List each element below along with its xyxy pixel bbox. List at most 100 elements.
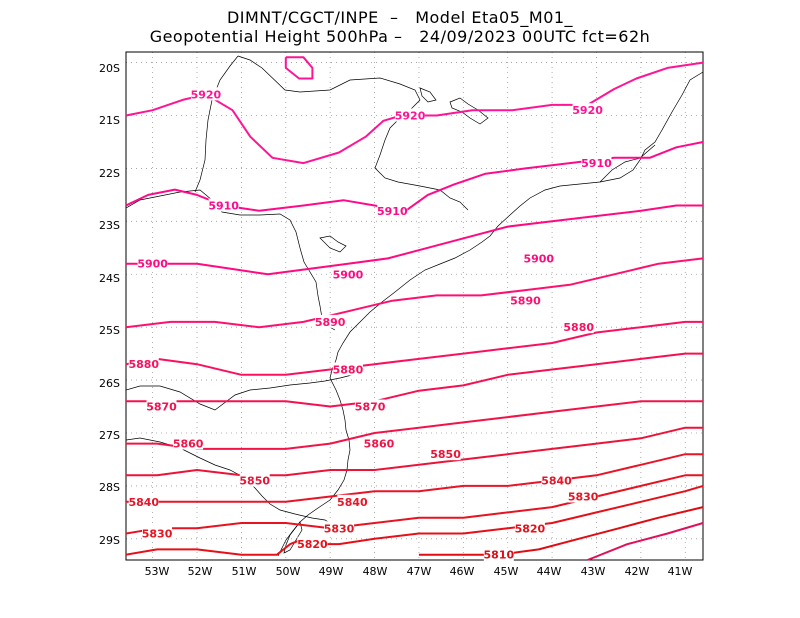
rj-es-border	[599, 144, 656, 183]
contour-5840	[126, 453, 703, 503]
contour-label-5890: 5890	[510, 295, 541, 308]
contour-label-5920: 5920	[191, 88, 222, 101]
contour-label-5860: 5860	[364, 438, 395, 451]
contour-label-bg	[377, 203, 408, 217]
contour-label-5880: 5880	[333, 364, 364, 377]
plot-frame	[125, 51, 704, 561]
contour-label-bg	[315, 314, 346, 328]
contour-label-bg	[541, 473, 572, 487]
lat-tick-label: 24S	[99, 272, 120, 285]
contour-label-bg	[563, 320, 594, 334]
contour-5850	[126, 426, 703, 477]
lon-tick-label: 43W	[581, 565, 606, 578]
contour-label-bg	[430, 447, 461, 461]
reservoir-3	[419, 87, 437, 103]
contour-label-5850: 5850	[239, 475, 270, 488]
contour-label-5910: 5910	[581, 157, 612, 170]
contour-label-bg	[363, 436, 394, 450]
contour-label-5900: 5900	[137, 258, 168, 271]
state-border-pr-sc	[125, 374, 353, 411]
contour-5920	[284, 56, 314, 80]
lon-tick-label: 44W	[537, 565, 562, 578]
contour-lines	[125, 56, 704, 561]
contour-label-5860: 5860	[173, 438, 204, 451]
contour-label-bg	[146, 399, 177, 413]
latitude-axis: 20S 21S 22S 23S 24S 25S 26S 27S 28S 29S	[99, 62, 120, 547]
lon-tick-label: 47W	[407, 565, 432, 578]
lat-tick-label: 22S	[99, 167, 120, 180]
state-border-sp-pr	[125, 189, 336, 331]
contour-labels: 5920 5920 5920 5910 5910 5910 5900 5900 5900 5890…	[128, 87, 612, 562]
contour-label-5820: 5820	[515, 522, 546, 535]
contour-label-5880: 5880	[563, 321, 594, 334]
contour-label-5870: 5870	[355, 401, 386, 414]
contour-label-5880: 5880	[128, 358, 159, 371]
contour-label-bg	[581, 156, 612, 170]
contour-5880	[125, 320, 703, 376]
lat-tick-label: 27S	[99, 429, 120, 442]
contour-label-bg	[128, 494, 159, 508]
lat-tick-label: 23S	[99, 219, 120, 232]
contour-5890	[125, 257, 704, 329]
contour-label-bg	[395, 108, 426, 122]
contour-label-bg	[324, 521, 355, 535]
contour-label-5910: 5910	[377, 205, 408, 218]
contour-label-5920: 5920	[395, 110, 426, 123]
lon-tick-label: 48W	[363, 565, 388, 578]
contour-label-5850: 5850	[430, 448, 461, 461]
lat-tick-label: 20S	[99, 62, 120, 75]
chart-title-line2: Geopotential Height 500hPa – 24/09/2023 …	[149, 27, 651, 46]
reservoir-1	[449, 97, 489, 125]
contour-label-5900: 5900	[523, 252, 554, 265]
lat-tick-label: 25S	[99, 324, 120, 337]
lon-tick-label: 45W	[494, 565, 519, 578]
contour-label-bg	[332, 267, 363, 281]
contour-label-bg	[332, 362, 363, 376]
contour-label-bg	[572, 103, 603, 117]
contour-label-5920: 5920	[572, 104, 603, 117]
contour-label-bg	[208, 198, 239, 212]
reservoir-2	[319, 235, 347, 253]
contour-label-5810: 5810	[484, 549, 515, 562]
lon-tick-label: 51W	[232, 565, 257, 578]
contour-5800	[587, 522, 704, 561]
state-border-ms-sp	[194, 55, 239, 193]
contour-label-5910: 5910	[208, 199, 239, 212]
lat-tick-label: 28S	[99, 481, 120, 494]
contour-5830	[125, 474, 703, 535]
contour-label-bg	[297, 537, 328, 551]
contour-label-bg	[514, 521, 545, 535]
lat-tick-label: 29S	[99, 534, 120, 547]
contour-label-bg	[568, 489, 599, 503]
lat-tick-label: 21S	[99, 114, 120, 127]
lon-tick-label: 41W	[668, 565, 693, 578]
contour-label-bg	[337, 494, 368, 508]
contour-label-bg	[523, 251, 554, 265]
contour-label-5900: 5900	[333, 268, 364, 281]
longitude-axis: 53W 52W 51W 50W 49W 48W 47W 46W 45W 44W …	[145, 565, 693, 578]
lat-tick-label: 26S	[99, 377, 120, 390]
contour-5820	[125, 484, 704, 556]
lon-tick-label: 46W	[450, 565, 475, 578]
contour-5860	[126, 400, 703, 450]
contour-label-bg	[190, 87, 221, 101]
contour-label-5840: 5840	[541, 475, 572, 488]
lon-tick-label: 52W	[188, 565, 213, 578]
contour-label-5830: 5830	[142, 528, 173, 541]
contour-label-bg	[173, 436, 204, 450]
contour-label-bg	[128, 357, 159, 371]
plot-area	[126, 52, 703, 560]
lon-tick-label: 53W	[145, 565, 170, 578]
contour-label-5840: 5840	[128, 496, 159, 509]
contour-label-bg	[239, 473, 270, 487]
contour-5810	[418, 506, 704, 556]
contour-label-bg	[137, 256, 168, 270]
contour-label-bg	[483, 547, 514, 561]
contour-5900	[126, 204, 703, 276]
contour-label-bg	[355, 399, 386, 413]
lon-tick-label: 42W	[625, 565, 650, 578]
contour-5870	[126, 352, 703, 408]
contour-label-bg	[510, 293, 541, 307]
coastline	[277, 71, 704, 557]
